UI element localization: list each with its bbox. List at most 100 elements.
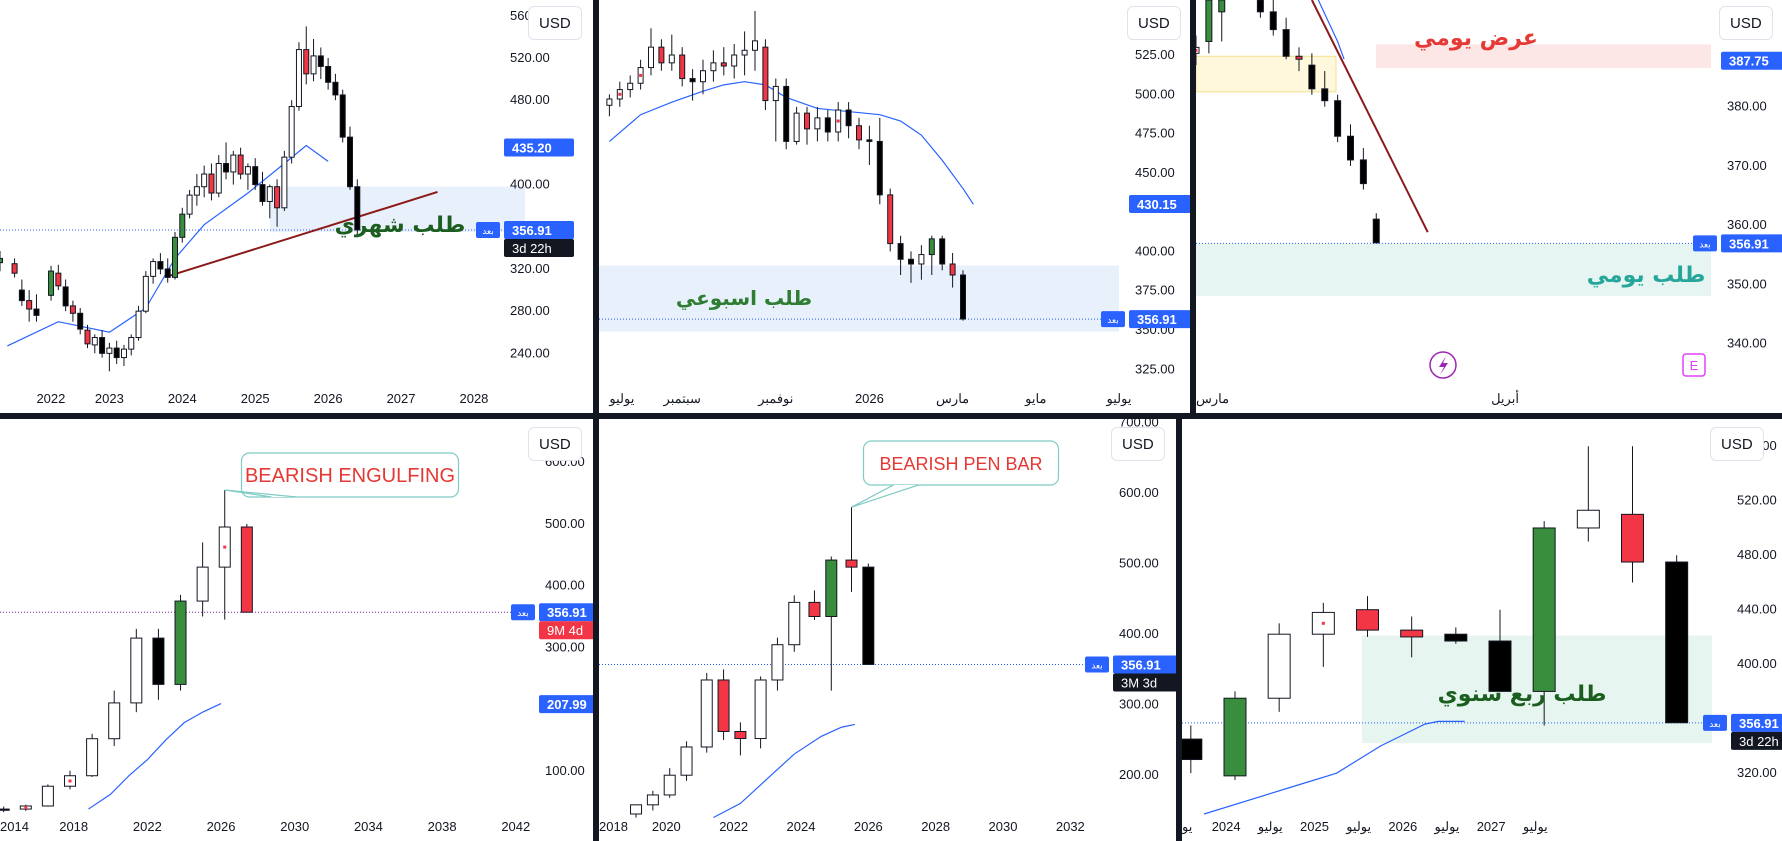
- x-tick-label: 2024: [168, 391, 197, 406]
- candle: [208, 163, 215, 201]
- price-label: 356.91: [1729, 236, 1769, 251]
- candle-body: [876, 140, 883, 196]
- y-tick-label: 600.00: [1119, 485, 1159, 500]
- countdown-bg: [539, 621, 593, 640]
- chart-panel-monthly[interactable]: طلب شهري560.00520.00480.00400.00320.0028…: [0, 0, 593, 413]
- x-tick-label: 2030: [280, 819, 309, 834]
- candle: [1334, 94, 1342, 143]
- chart-svg: طلب ربع سنوي560.00520.00480.00440.00400.…: [1182, 438, 1782, 835]
- candle: [1321, 71, 1329, 107]
- y-tick-label: 320.00: [1737, 765, 1777, 780]
- candle: [113, 340, 120, 364]
- chart-panel-pen-bar[interactable]: BEARISH PEN BAR 700.00 600.00 500.00 400.00 3…: [599, 419, 1176, 841]
- candle: [157, 253, 164, 275]
- currency-button[interactable]: USD: [1719, 6, 1773, 40]
- candle: [69, 300, 76, 322]
- chart-panel-daily[interactable]: عرض يومي طلب يومي 380.00 370.00 360.00 350.00…: [1196, 0, 1782, 413]
- candle-body: [762, 46, 769, 102]
- countdown-label: 3d 22h: [512, 241, 552, 256]
- x-tick-label: 2028: [921, 819, 950, 834]
- y-tick-label: 280.00: [510, 303, 550, 318]
- candle-body: [658, 46, 665, 64]
- candle: [856, 117, 862, 150]
- candle: [218, 489, 231, 620]
- countdown-bg: [504, 239, 574, 258]
- countdown-label: 3d 22h: [1739, 734, 1779, 749]
- candle-body: [33, 308, 40, 316]
- candle: [1196, 35, 1200, 66]
- price-prefix: بعد: [1709, 720, 1721, 730]
- candle: [788, 595, 801, 652]
- currency-button[interactable]: USD: [1111, 427, 1165, 461]
- chart-panel-quarterly[interactable]: طلب ربع سنوي560.00520.00480.00440.00400.…: [1182, 419, 1782, 841]
- x-tick-label: 2038: [428, 819, 457, 834]
- candle-body: [259, 184, 266, 202]
- candle-body: [174, 600, 187, 685]
- currency-button[interactable]: USD: [528, 427, 582, 461]
- candle-marker: [223, 545, 227, 549]
- candle-body: [717, 679, 730, 732]
- candle: [332, 73, 339, 101]
- chart-panel-weekly[interactable]: طلب اسبوعي 525.00 500.00 475.00 450.00 400.00…: [599, 0, 1190, 413]
- candle: [630, 804, 643, 818]
- chart-svg: عرض يومي طلب يومي 380.00 370.00 360.00 350.00…: [1196, 0, 1782, 407]
- x-tick-label: يوليو: [1345, 819, 1371, 835]
- currency-button[interactable]: USD: [1127, 6, 1181, 40]
- candle: [1359, 148, 1367, 190]
- currency-button[interactable]: USD: [1710, 427, 1764, 461]
- x-tick-label: أبريل: [1491, 390, 1519, 407]
- y-tick-label: 375.00: [1135, 283, 1175, 298]
- currency-button[interactable]: USD: [528, 6, 582, 40]
- vertical-separator-1: [593, 0, 599, 413]
- price-label-bg: [504, 221, 574, 240]
- y-tick-label: 240.00: [510, 345, 550, 360]
- candle: [648, 28, 654, 76]
- candle-body: [808, 601, 821, 617]
- candle-body: [710, 62, 717, 72]
- price-prefix-bg: [511, 604, 535, 621]
- x-tick-label: يوليو: [1257, 819, 1283, 835]
- candle: [762, 39, 769, 110]
- candle: [152, 628, 165, 700]
- candle: [62, 279, 69, 312]
- candle-body: [630, 804, 643, 815]
- candle: [237, 147, 244, 180]
- candle-body: [908, 258, 914, 265]
- candle: [835, 102, 842, 142]
- x-tick-label: 2026: [207, 819, 236, 834]
- x-tick-label: 2018: [59, 819, 88, 834]
- chart-svg: طلب اسبوعي 525.00 500.00 475.00 450.00 400.00…: [599, 11, 1190, 407]
- candle: [887, 188, 894, 252]
- candle: [1444, 627, 1468, 644]
- y-tick-label: 440.00: [1737, 602, 1777, 617]
- moving-average-line: [7, 144, 329, 347]
- y-tick-label: 200.00: [1119, 767, 1159, 782]
- candle-body: [150, 261, 157, 277]
- annotation-text: BEARISH PEN BAR: [879, 454, 1042, 474]
- candle-body: [339, 94, 346, 138]
- candle-body: [1359, 159, 1367, 185]
- candle-body: [949, 263, 956, 276]
- candle: [700, 672, 713, 753]
- chart-panel-yearly[interactable]: BEARISH ENGULFING600.00500.00400.00300.0…: [0, 419, 593, 841]
- candle: [1532, 521, 1556, 726]
- candle-body: [856, 125, 862, 141]
- candle-body: [69, 305, 76, 314]
- y-tick-label: 100.00: [545, 763, 585, 778]
- candle: [637, 59, 644, 90]
- y-tick-label: 500.00: [545, 516, 585, 531]
- candle-body: [244, 166, 251, 175]
- candle-body: [918, 254, 925, 265]
- candle-body: [26, 300, 33, 310]
- moving-average-line: [713, 723, 855, 819]
- candle: [658, 39, 665, 71]
- candle-body: [793, 112, 800, 142]
- candle: [317, 47, 324, 80]
- y-tick-label: 340.00: [1727, 336, 1767, 351]
- price-prefix-bg: [1085, 656, 1109, 673]
- candle-body: [106, 347, 113, 354]
- candle-body: [1576, 509, 1600, 529]
- price-prefix: بعد: [517, 609, 529, 619]
- candle: [128, 334, 135, 356]
- candle: [1218, 0, 1226, 42]
